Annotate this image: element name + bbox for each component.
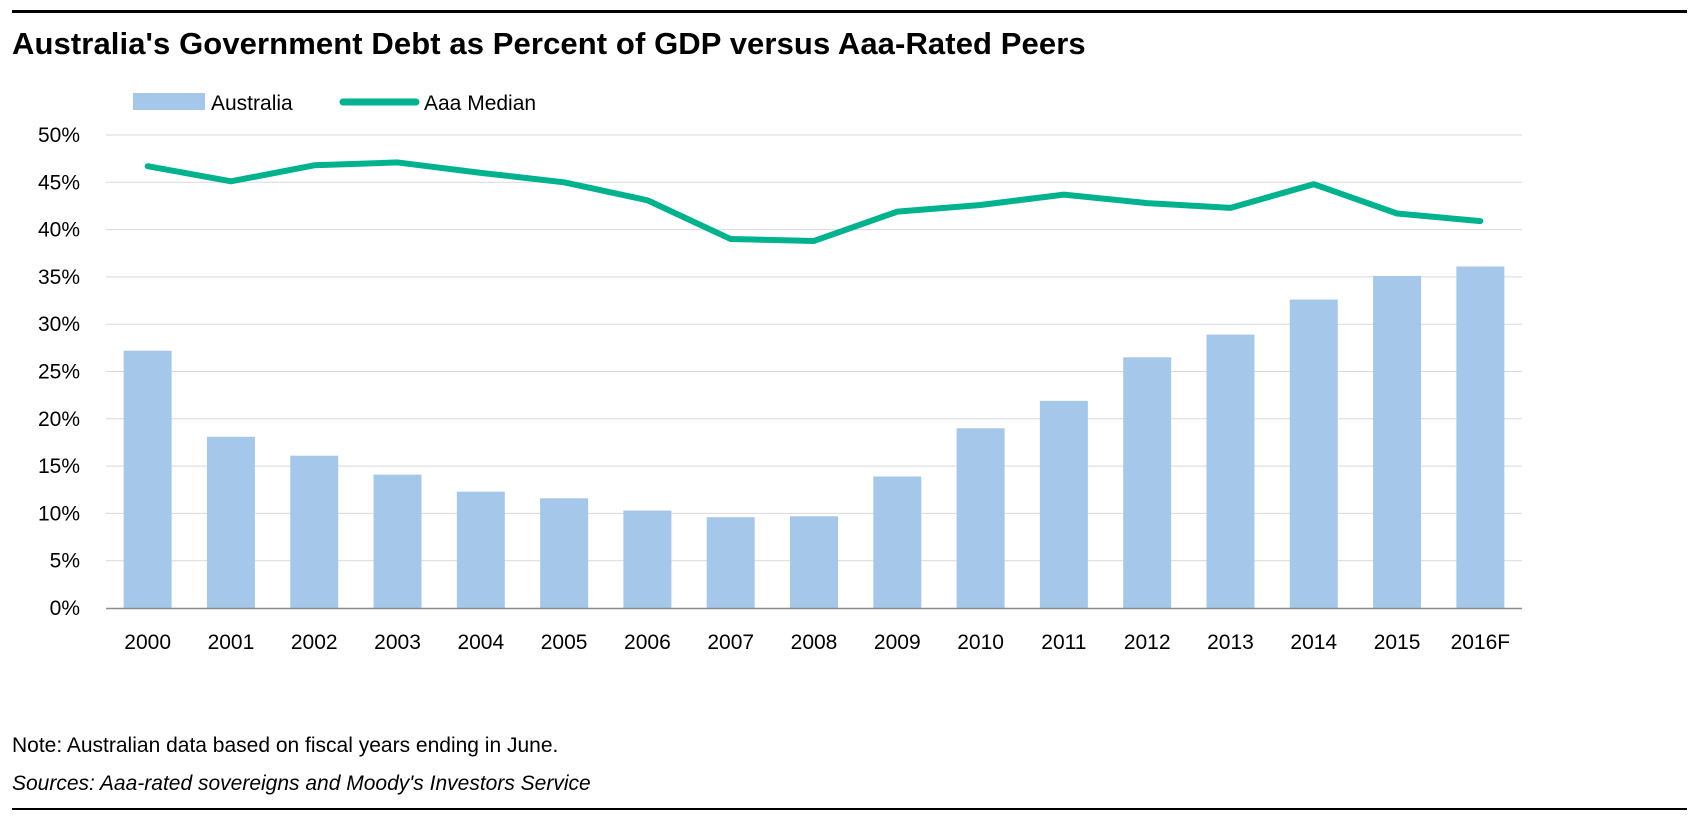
- bar-2016F: [1456, 266, 1505, 608]
- y-tick-label: 20%: [38, 408, 80, 431]
- y-tick-label: 45%: [38, 171, 80, 194]
- bar-2006: [623, 510, 672, 608]
- x-tick-label: 2002: [291, 631, 338, 654]
- x-tick-label: 2003: [374, 631, 421, 654]
- bar-2000: [123, 350, 172, 608]
- bar-2001: [206, 436, 255, 608]
- x-tick-label: 2011: [1041, 631, 1086, 654]
- legend: Australia Aaa Median: [133, 92, 536, 115]
- y-tick-label: 15%: [38, 455, 80, 478]
- chart-sources: Sources: Aaa-rated sovereigns and Moody'…: [12, 772, 591, 795]
- bar-2004: [456, 491, 505, 608]
- australia-bars: [123, 266, 1505, 608]
- y-tick-label: 5%: [50, 550, 80, 573]
- y-tick-label: 0%: [50, 597, 80, 620]
- x-tick-label: 2006: [624, 631, 671, 654]
- bottom-rule: [12, 808, 1687, 810]
- x-tick-label: 2016F: [1451, 631, 1511, 654]
- gridlines: [106, 134, 1522, 562]
- aaa-median-line: [144, 159, 1484, 244]
- bar-2010: [956, 428, 1005, 608]
- x-tick-label: 2007: [707, 631, 754, 654]
- legend-label-aaa-median: Aaa Median: [424, 92, 536, 115]
- y-tick-label: 30%: [38, 313, 80, 336]
- legend-label-australia: Australia: [211, 92, 293, 115]
- x-tick-label: 2008: [791, 631, 838, 654]
- chart-title: Australia's Government Debt as Percent o…: [12, 26, 1086, 61]
- x-tick-label: 2014: [1290, 631, 1337, 654]
- y-tick-label: 35%: [38, 266, 80, 289]
- bar-2005: [540, 498, 589, 608]
- x-tick-label: 2000: [124, 631, 171, 654]
- legend-swatch-australia: [133, 93, 205, 110]
- x-tick-label: 2005: [541, 631, 588, 654]
- bar-2009: [873, 476, 922, 608]
- bar-2003: [373, 474, 422, 608]
- x-axis-ticks: 2000 2001 2002 2003 2004 2005 2006 2007 2008 2009…: [124, 631, 1510, 654]
- bar-2011: [1039, 400, 1088, 608]
- y-axis-ticks: 0% 5% 10% 15% 20% 25% 30% 35% 40% 45% 50%: [38, 124, 80, 620]
- bar-2008: [790, 516, 838, 608]
- x-tick-label: 2015: [1374, 631, 1421, 654]
- top-rule: [12, 10, 1687, 13]
- y-tick-label: 40%: [38, 219, 80, 242]
- x-tick-label: 2013: [1207, 631, 1254, 654]
- x-tick-label: 2009: [874, 631, 921, 654]
- chart-note: Note: Australian data based on fiscal ye…: [12, 734, 559, 757]
- x-tick-label: 2012: [1124, 631, 1171, 654]
- bar-2015: [1373, 275, 1422, 608]
- bar-2014: [1289, 299, 1338, 608]
- x-tick-label: 2004: [457, 631, 504, 654]
- bar-2007: [706, 517, 755, 608]
- chart: 0% 5% 10% 15% 20% 25% 30% 35% 40% 45% 50% 2000 2001…: [38, 92, 1522, 654]
- y-tick-label: 25%: [38, 361, 80, 384]
- bar-2013: [1206, 334, 1255, 608]
- y-tick-label: 50%: [38, 124, 80, 147]
- x-tick-label: 2001: [208, 631, 255, 654]
- y-tick-label: 10%: [38, 502, 80, 525]
- bar-2012: [1123, 357, 1172, 608]
- x-tick-label: 2010: [957, 631, 1004, 654]
- bar-2002: [290, 455, 339, 608]
